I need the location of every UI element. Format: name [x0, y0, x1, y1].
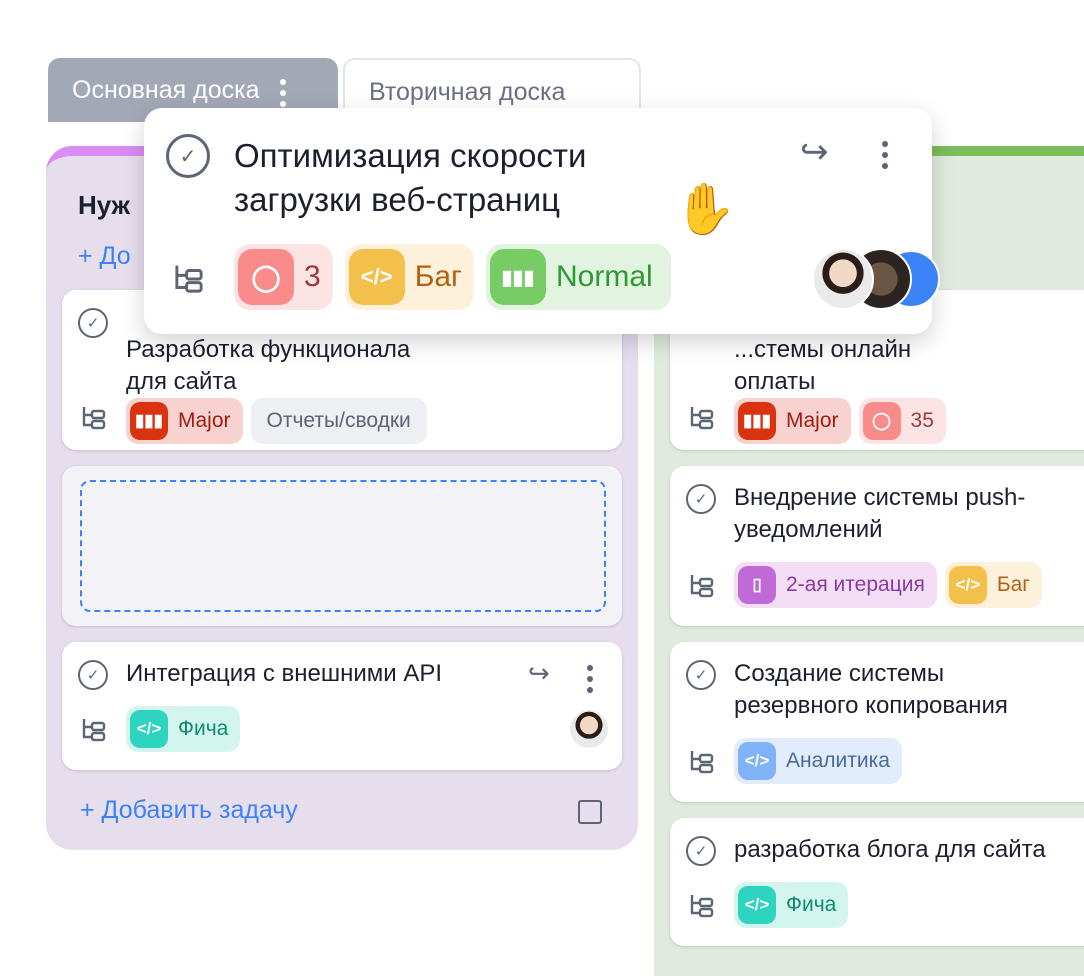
subtasks-icon[interactable] [80, 404, 108, 437]
type-tag: </> Аналитика [734, 738, 902, 784]
tab-label: Основная доска [72, 76, 260, 104]
move-icon[interactable]: ↪ [800, 133, 829, 171]
category-tag: Отчеты/сводки [250, 398, 427, 444]
priority-icon: ▮▮▮ [738, 402, 776, 440]
subtasks-icon[interactable] [172, 262, 206, 301]
comment-icon: ◯ [862, 402, 901, 440]
comments-tag: ◯ 35 [858, 398, 946, 444]
task-title: Разработка функционала для сайта [126, 336, 411, 395]
priority-tag: ▮▮▮ Major [126, 398, 243, 444]
task-card[interactable]: ✓ разработка блога для сайта </> Фича [670, 818, 1084, 946]
task-title: Интеграция с внешними API [126, 660, 443, 687]
move-icon[interactable]: ↪ [528, 658, 550, 688]
check-icon[interactable]: ✓ [78, 660, 108, 690]
check-icon[interactable]: ✓ [78, 308, 108, 338]
check-icon[interactable]: ✓ [686, 484, 716, 514]
code-icon: </> [948, 566, 987, 604]
code-icon: </> [130, 710, 168, 748]
task-title: разработка блога для сайта [734, 836, 1046, 863]
add-task-top[interactable]: + До [78, 242, 131, 270]
task-title: Внедрение системы push- [734, 484, 1026, 511]
priority-tag: ▮▮▮ Major [734, 398, 851, 444]
more-icon[interactable] [587, 662, 593, 693]
type-tag: </> Баг [344, 244, 475, 310]
task-title-line2: оплаты [734, 368, 816, 395]
priority-icon: ▮▮▮ [130, 402, 168, 440]
bookmark-icon: ▯ [738, 566, 776, 604]
priority-tag: ▮▮▮ Normal [486, 244, 671, 310]
task-card[interactable]: ✓ Создание системы резервного копировани… [670, 642, 1084, 802]
more-icon[interactable] [882, 138, 888, 169]
iteration-tag: ▯ 2-ая итерация [734, 562, 937, 608]
comments-tag: ◯ 3 [234, 244, 333, 310]
tab-label: Вторичная доска [369, 78, 566, 106]
task-card[interactable]: ✓ Интеграция с внешними API ↪ </> Фича [62, 642, 622, 770]
task-card[interactable]: ✓ Внедрение системы push- уведомлений ▯ 2… [670, 466, 1084, 626]
add-task-button[interactable]: + Добавить задачу [80, 796, 298, 824]
task-title-line2: загрузки веб-страниц [234, 181, 561, 218]
drop-placeholder [62, 466, 622, 626]
code-icon: </> [348, 249, 405, 305]
type-tag: </> Баг [944, 562, 1042, 608]
subtasks-icon[interactable] [688, 572, 716, 605]
column-title: Нуж [78, 190, 130, 220]
code-icon: </> [738, 742, 776, 780]
comment-icon: ◯ [238, 249, 294, 305]
avatar[interactable] [568, 708, 610, 750]
priority-icon: ▮▮▮ [490, 249, 547, 305]
avatar[interactable] [812, 248, 874, 310]
subtasks-icon[interactable] [688, 404, 716, 437]
dragged-task-card[interactable]: ✓ Оптимизация скорости загрузки веб-стра… [144, 108, 940, 334]
more-icon[interactable] [279, 76, 286, 107]
template-icon[interactable] [578, 800, 602, 824]
check-icon[interactable]: ✓ [686, 836, 716, 866]
subtasks-icon[interactable] [688, 892, 716, 925]
subtasks-icon[interactable] [80, 716, 108, 749]
task-title-line2: резервного копирования [734, 692, 1008, 719]
task-title: Создание системы [734, 660, 945, 687]
type-tag: </> Фича [734, 882, 849, 928]
task-title: Оптимизация скорости [234, 137, 587, 174]
code-icon: </> [738, 886, 776, 924]
task-title-line2: уведомлений [734, 516, 883, 543]
task-title: ...стемы онлайн [734, 336, 912, 363]
type-tag: </> Фича [126, 706, 241, 752]
check-icon[interactable]: ✓ [166, 134, 210, 178]
subtasks-icon[interactable] [688, 748, 716, 781]
grab-cursor-icon: ✋ [674, 181, 737, 237]
check-icon[interactable]: ✓ [686, 660, 716, 690]
